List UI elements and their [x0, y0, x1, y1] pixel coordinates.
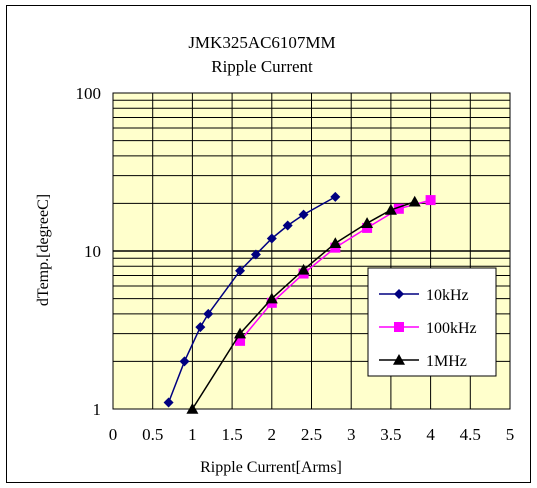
plot-border — [112, 92, 511, 410]
x-tick-label: 5 — [506, 425, 515, 444]
chart-svg: JMK325AC6107MM Ripple Current 0 0.5 1 1.5 2 2… — [35, 33, 515, 476]
data-point — [234, 327, 247, 339]
chart-frame: JMK325AC6107MM Ripple Current 0 0.5 1 1.5 2 2… — [6, 5, 531, 483]
legend-label: 100kHz — [426, 320, 477, 337]
legend-box — [367, 267, 497, 377]
data-point — [282, 220, 293, 231]
x-tick-label: 1.5 — [221, 425, 242, 444]
series-line — [167, 196, 336, 403]
x-tick-label: 2 — [268, 425, 277, 444]
x-tick-label: 2.5 — [301, 425, 322, 444]
data-point — [361, 217, 374, 228]
chart-title: JMK325AC6107MM — [188, 33, 335, 52]
legend-item: 1MHz — [379, 353, 467, 370]
x-tick-label: 0.5 — [142, 425, 163, 444]
data-point — [235, 265, 246, 276]
data-point — [235, 335, 246, 346]
legend-marker — [394, 322, 404, 332]
data-point — [297, 263, 310, 275]
y-tick-label: 10 — [84, 242, 101, 261]
data-point — [266, 233, 277, 244]
legend: 10kHz 100kHz 1MHz — [367, 267, 497, 377]
data-point — [298, 209, 309, 220]
legend-label: 10kHz — [426, 287, 469, 304]
series-layer — [163, 191, 436, 414]
x-axis-label: Ripple Current[Arms] — [200, 459, 342, 476]
data-point — [179, 356, 190, 367]
y-axis-label: dTemp.[degreeC] — [35, 194, 52, 306]
x-tick-label: 4.5 — [460, 425, 481, 444]
data-point — [186, 403, 199, 414]
legend-label: 1MHz — [426, 353, 467, 370]
chart-subtitle: Ripple Current — [211, 57, 313, 76]
data-point — [408, 195, 421, 207]
y-tick-labels: 1 10 100 — [76, 84, 102, 419]
data-point — [329, 237, 342, 249]
y-tick-label: 100 — [76, 84, 102, 103]
y-tick-label: 1 — [93, 400, 102, 419]
legend-marker — [394, 289, 404, 299]
data-point — [393, 203, 404, 214]
x-tick-label: 0 — [109, 425, 118, 444]
data-point — [330, 191, 341, 202]
x-tick-label: 1 — [188, 425, 197, 444]
x-tick-label: 4 — [426, 425, 435, 444]
data-point — [250, 249, 261, 260]
data-point — [384, 203, 397, 215]
x-tick-label: 3 — [347, 425, 356, 444]
series-10khz — [163, 191, 341, 408]
legend-item: 100kHz — [379, 320, 477, 337]
legend-item: 10kHz — [379, 287, 469, 304]
legend-marker — [393, 354, 405, 365]
data-point — [195, 322, 206, 333]
data-point — [163, 397, 174, 408]
series-1mhz — [186, 195, 421, 414]
data-point — [203, 308, 214, 319]
data-point — [425, 195, 436, 206]
data-point — [265, 292, 278, 304]
x-tick-label: 3.5 — [380, 425, 401, 444]
x-tick-labels: 0 0.5 1 1.5 2 2.5 3 3.5 4 4.5 5 — [109, 425, 515, 444]
